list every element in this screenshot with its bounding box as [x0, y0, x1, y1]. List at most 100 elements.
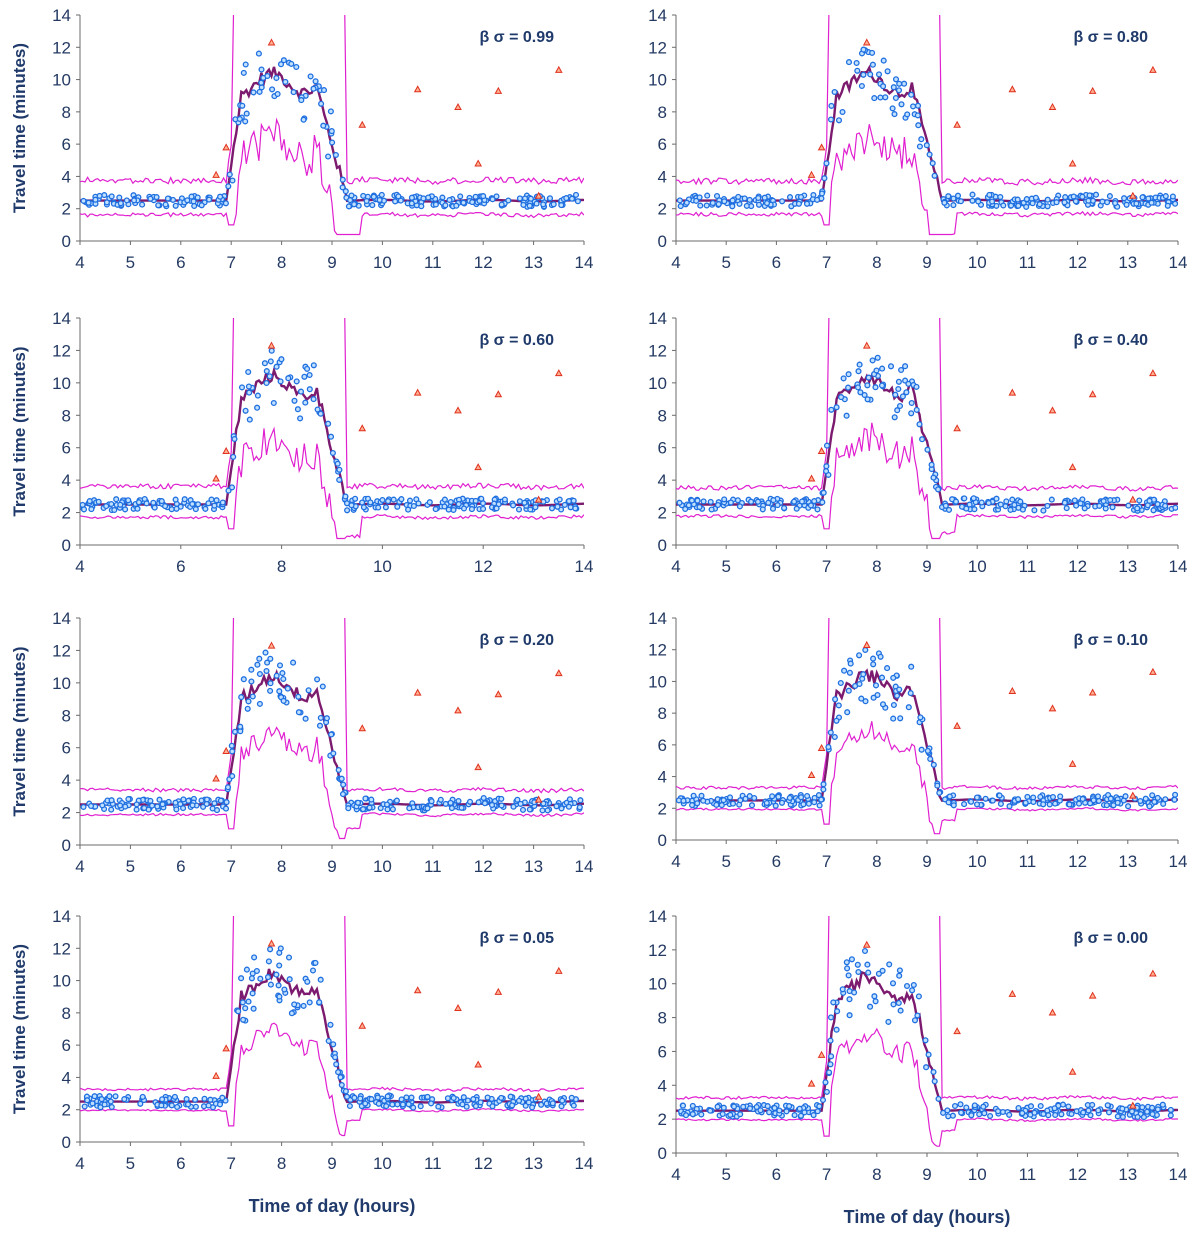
observed-point [526, 202, 533, 209]
observed-point [130, 197, 138, 204]
outlier-point [953, 721, 961, 729]
observed-point [898, 101, 905, 108]
observed-point [306, 386, 313, 393]
observed-point [399, 1101, 406, 1108]
outlier-point [267, 641, 276, 649]
observed-point [1040, 507, 1047, 514]
observed-point [845, 972, 852, 979]
observed-point [858, 695, 865, 702]
observed-point [415, 500, 422, 507]
observed-point [931, 172, 938, 179]
observed-point [207, 1096, 214, 1103]
observed-point [879, 967, 886, 974]
outlier-point [1088, 991, 1097, 999]
observed-point [325, 1037, 332, 1045]
observed-point [860, 46, 867, 53]
observed-point [316, 999, 323, 1006]
x-tick-label: 11 [424, 1154, 442, 1173]
upper-bound-line [80, 916, 584, 1093]
observed-point [896, 402, 904, 410]
observed-point [845, 687, 852, 694]
observed-point [726, 794, 734, 801]
observed-point [319, 683, 326, 690]
observed-point [481, 800, 488, 807]
observed-point [339, 176, 346, 183]
observed-point [737, 1111, 744, 1118]
observed-point [1134, 505, 1141, 512]
y-tick-label: 4 [62, 771, 71, 790]
observed-point [428, 1100, 435, 1107]
observed-point [870, 661, 877, 668]
observed-point [509, 1102, 516, 1109]
observed-point [192, 1096, 199, 1103]
observed-point [280, 697, 287, 704]
observed-point [240, 676, 247, 683]
observed-point [833, 717, 840, 724]
observed-point [823, 442, 831, 449]
observed-point [242, 61, 249, 68]
observed-point [1146, 497, 1153, 504]
observed-point [570, 1102, 577, 1109]
outlier-point [212, 474, 220, 482]
observed-point [516, 195, 523, 202]
observed-point [249, 970, 256, 977]
observed-point [219, 499, 226, 506]
observed-point [1049, 793, 1057, 801]
x-tick-label: 7 [822, 852, 831, 871]
y-tick-label: 0 [658, 232, 667, 251]
x-tick-label: 10 [373, 557, 392, 576]
observed-point [846, 1012, 853, 1019]
observed-point [755, 201, 763, 208]
observed-point [908, 410, 915, 417]
x-tick-label: 8 [277, 557, 286, 576]
observed-point [222, 805, 230, 812]
x-tick-label: 14 [575, 253, 594, 272]
x-tick-label: 6 [176, 857, 185, 876]
observed-point [727, 499, 734, 506]
observed-point [796, 1105, 803, 1112]
observed-point [211, 800, 218, 807]
y-tick-label: 14 [648, 609, 667, 628]
y-tick-label: 14 [52, 6, 71, 25]
observed-point [191, 202, 198, 210]
outlier-point [1048, 406, 1057, 414]
chart-panel-6: 0 2 4 6 8 10 12 14 4 5 6 7 8 9 10 11 12 13 14 β σ = 0.10 [648, 609, 1188, 871]
observed-point [895, 999, 902, 1007]
x-tick-label: 4 [75, 253, 84, 272]
plot-area [80, 618, 584, 840]
observed-point [432, 201, 439, 208]
x-tick-label: 5 [126, 857, 135, 876]
outlier-point [267, 939, 276, 947]
y-tick-label: 14 [52, 907, 71, 926]
x-tick-label: 14 [1169, 852, 1188, 871]
observed-point [248, 666, 255, 673]
observed-point [798, 498, 806, 505]
observed-point [398, 496, 405, 503]
observed-point [804, 792, 811, 800]
observed-point [914, 1012, 921, 1019]
observed-point [907, 690, 914, 697]
lower-bound-line [80, 117, 584, 236]
observed-point [1122, 793, 1129, 800]
observed-point [328, 128, 335, 135]
observed-point [696, 503, 703, 511]
observed-point [301, 373, 308, 380]
observed-point [173, 505, 180, 512]
observed-point [1107, 795, 1114, 802]
observed-point [1095, 1107, 1102, 1114]
chart-panel-2: 0 2 4 6 8 10 12 14 4 5 6 7 8 9 10 11 12 13 14 β σ = 0.80 [648, 6, 1187, 272]
outlier-point [862, 38, 871, 46]
observed-point [576, 804, 583, 811]
outlier-point [807, 170, 816, 178]
observed-point [362, 1100, 369, 1107]
observed-point [1000, 202, 1007, 209]
observed-point [520, 201, 527, 208]
observed-point [267, 981, 274, 988]
x-tick-label: 4 [671, 253, 680, 272]
outlier-point [534, 495, 543, 503]
observed-point [820, 489, 827, 496]
observed-point [839, 108, 846, 116]
observed-point [300, 1002, 307, 1009]
observed-point [217, 797, 224, 804]
observed-point [457, 193, 464, 200]
